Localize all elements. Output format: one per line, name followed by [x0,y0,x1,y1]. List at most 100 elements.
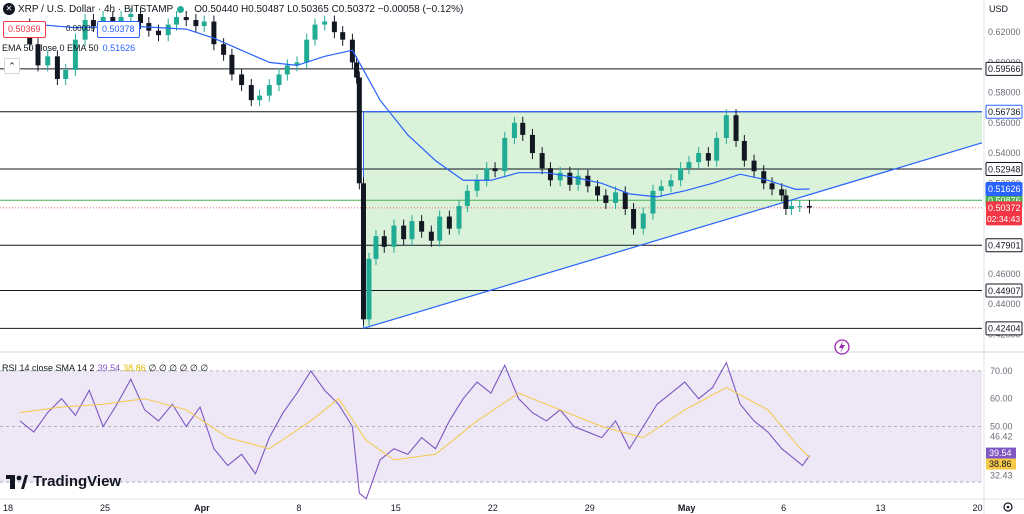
candle-body [401,225,407,240]
rsi-legend-label: RSI 14 close SMA 14 2 [2,363,95,373]
candle-body [613,192,619,203]
tradingview-wordmark: TradingView [33,473,122,490]
ema-legend[interactable]: EMA 50 close 0 EMA 50 0.51626 [2,43,135,53]
rsi-series-sma [19,387,810,461]
rsi-tick-label: 50.00 [990,422,1013,432]
candle-body [266,85,272,96]
level-tag-bg [985,161,1023,176]
candle-body [678,168,684,181]
rsi-tick-label: 60.00 [990,394,1013,404]
gear-ring [1003,502,1013,512]
candle-body [304,39,310,63]
time-tick-label: 29 [585,503,595,513]
rsi-value-tag-bg [986,447,1016,459]
price-tick-label: 0.62000 [988,27,1021,37]
candle-body [733,115,739,141]
lightning-bolt [839,341,845,353]
candle-body [248,85,254,101]
candle-body [183,17,189,21]
lightning-alert-icon[interactable] [834,339,850,355]
ema-legend-value: 0.51626 [102,43,136,53]
triangle-support-line [363,142,983,329]
candle-body [165,24,171,36]
candle-body [640,213,646,229]
rsi-legend-value: 39.54 [97,363,121,373]
rsi-value-tag: 39.54 [989,448,1012,458]
candle-body [779,189,785,196]
level-tag-bg [985,238,1023,253]
candle-body [221,44,227,55]
time-tick-label: 22 [488,503,498,513]
rsi-sma-tag-bg [986,458,1016,470]
candle-body [356,77,362,184]
rsi-series-rsi [19,361,810,500]
symbol-title[interactable]: XRP / U.S. Dollar · 4h · BITSTAMP [18,3,174,15]
candle-body [751,160,757,172]
candle-body [658,186,664,191]
rsi-sma-legend-value: 38.86 [123,363,146,373]
candle-body [806,205,812,208]
rsi-legend[interactable]: RSI 14 close SMA 14 2 39.54 38.86 ∅ ∅ ∅ ∅ ∅… [2,363,208,374]
close-symbol-icon[interactable]: ✕ [3,3,15,15]
level-tag-bg [985,321,1023,336]
candle-body [419,221,425,232]
price-tick-label: 0.46000 [988,269,1021,279]
level-tag: 0.52948 [988,164,1021,174]
rsi-legend-empty-values: ∅ ∅ ∅ ∅ ∅ ∅ [148,363,209,373]
candle-body [276,74,282,86]
candle-body [446,216,452,229]
symbol-header: XRP / U.S. Dollar · 4h · BITSTAMP O0.504… [0,0,463,18]
currency-label: USD [989,4,1009,14]
market-open-dot-icon [177,5,185,13]
candle-body [723,115,729,138]
candle-body [705,153,711,161]
settings-gear-icon[interactable] [1003,502,1013,512]
spread-value: 0.00009 [66,24,95,33]
time-tick-label: 15 [391,503,401,513]
candle-body [174,17,180,25]
tradingview-logo[interactable]: TradingView [6,473,121,490]
level-tag: 0.44907 [988,286,1021,296]
candle-body [381,236,387,247]
candle-body [529,134,535,154]
candle-body [474,180,480,191]
collapse-legend-icon[interactable]: ⌃ [4,58,20,74]
candle-body [373,236,379,259]
time-tick-label: 25 [100,503,110,513]
candle-body [312,24,318,40]
candle-body [90,20,96,27]
candle-body [696,153,702,163]
tradingview-mark-icon [6,474,28,489]
time-tick-label: 18 [3,503,13,513]
gear-center [1006,505,1010,509]
price-tick-label: 0.44000 [988,299,1021,309]
level-tag: 0.42404 [988,324,1021,334]
candle-body [409,221,415,240]
candle-body [54,56,60,79]
level-tag: 0.59566 [988,64,1021,74]
candle-body [331,21,337,33]
candle-body [502,137,508,172]
time-tick-label: May [678,503,696,513]
sell-price-button[interactable]: 0.50369 [3,21,46,38]
candle-body [322,21,328,25]
candle-body [631,208,637,229]
buy-price-button[interactable]: 0.50378 [97,21,140,38]
candle-body [761,171,767,184]
ema-tag: 0.51626 [988,184,1021,194]
candle-body [63,69,69,79]
candle-body [769,183,775,190]
candle-body [575,175,581,185]
candle-body [595,186,601,196]
candle-body [741,140,747,161]
candle-body [622,192,628,209]
rsi-tick-label: 46.42 [990,431,1013,441]
candle-body [366,258,372,320]
candle-body [668,180,674,187]
candle-body [72,39,78,70]
candle-body [714,137,720,161]
candle-body [45,56,51,66]
triangle-pattern-fill [363,111,983,329]
candle-body [567,172,573,185]
